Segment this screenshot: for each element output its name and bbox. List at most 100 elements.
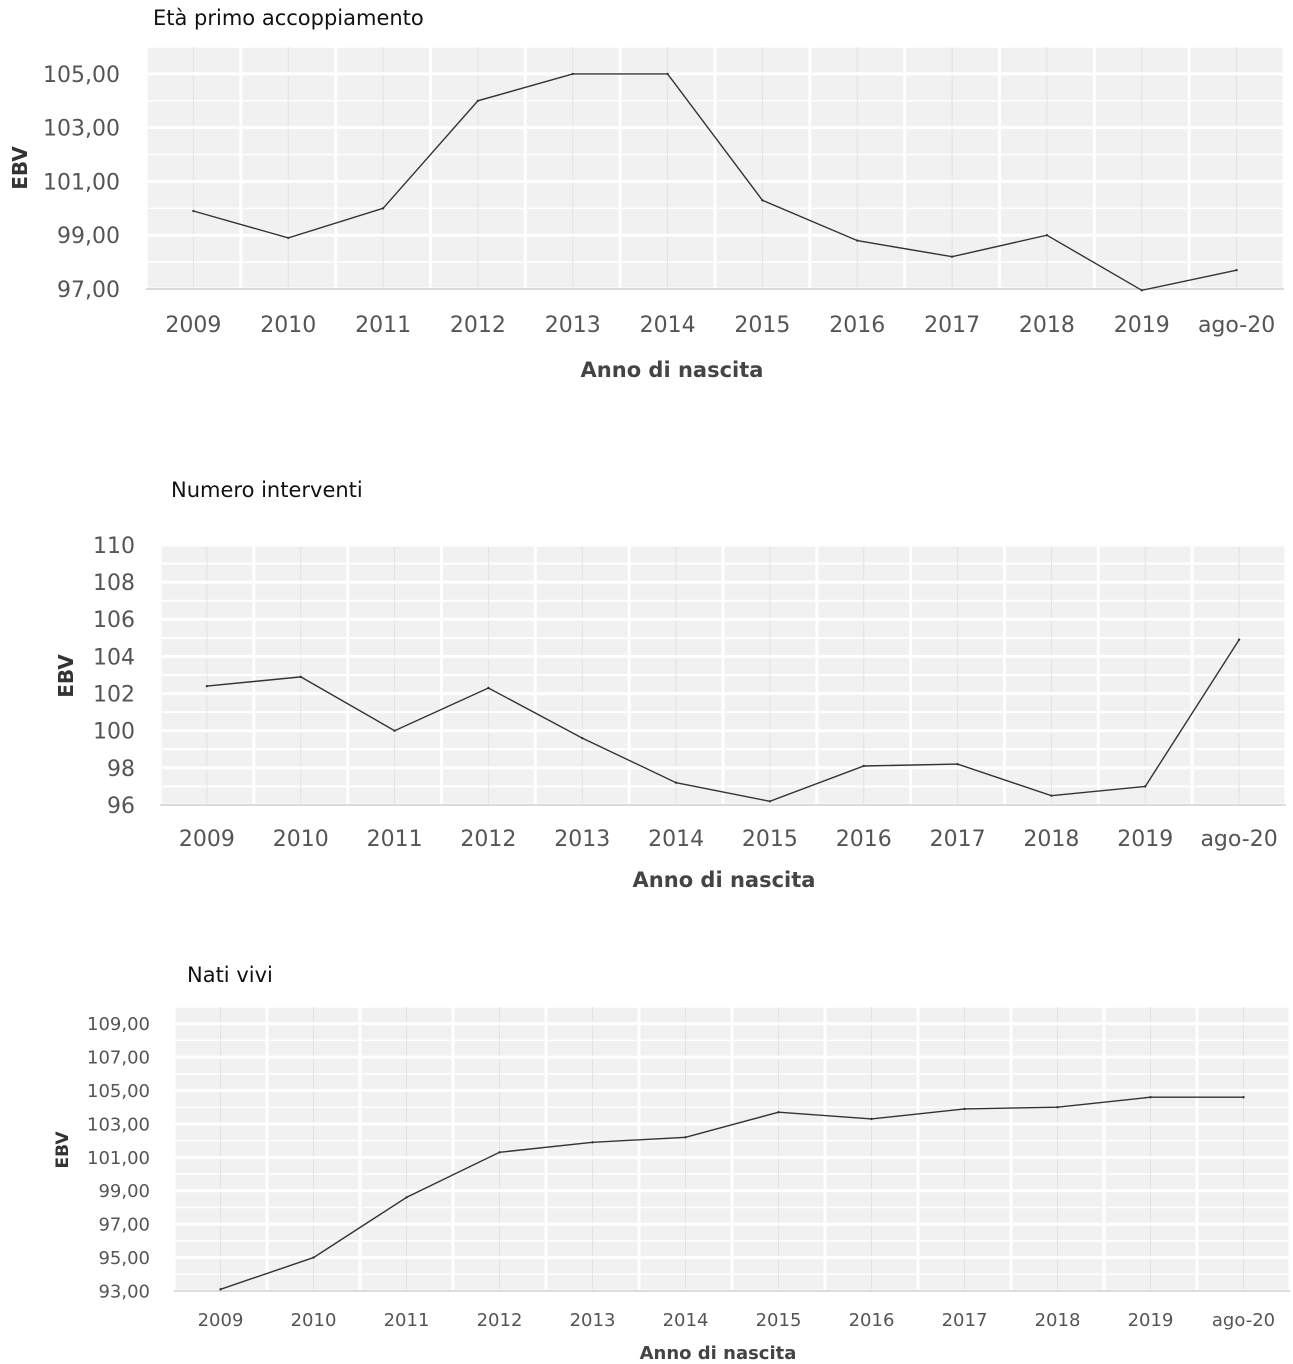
data-point xyxy=(674,781,678,784)
x-tick-label: ago-20 xyxy=(1212,1310,1275,1331)
y-tick-label: 110 xyxy=(93,534,135,559)
data-point xyxy=(1056,1106,1059,1109)
x-tick-label: 2010 xyxy=(260,313,316,338)
y-tick-label: 100 xyxy=(93,720,135,745)
x-tick-label: 2017 xyxy=(924,313,980,338)
chart-eta-primo-accoppiamento-plot: 105,00 103,00 101,00 99,00 97,00 2009 2010 2011… xyxy=(43,46,1286,338)
y-tick-label: 99,00 xyxy=(57,224,120,249)
chart-eta-primo-accoppiamento: 105,00 103,00 101,00 99,00 97,00 2009 2010 2011… xyxy=(0,0,1293,400)
data-point xyxy=(393,729,396,732)
x-axis-label: Anno di nascita xyxy=(639,1343,797,1364)
y-tick-label: 101,00 xyxy=(87,1148,150,1169)
data-point xyxy=(405,1196,408,1199)
x-tick-label: ago-20 xyxy=(1200,827,1277,852)
x-tick-label: 2009 xyxy=(165,313,221,338)
data-point xyxy=(777,1111,780,1114)
y-tick-label: 107,00 xyxy=(87,1048,150,1069)
x-tick-label: 2009 xyxy=(179,827,235,852)
x-tick-label: 2012 xyxy=(460,827,516,852)
x-tick-label: 2016 xyxy=(849,1310,895,1331)
y-tick-label: 103,00 xyxy=(87,1114,150,1135)
x-tick-label: 2011 xyxy=(384,1310,430,1331)
data-point xyxy=(487,686,490,690)
y-tick-label: 99,00 xyxy=(98,1181,150,1202)
data-point xyxy=(205,684,209,688)
data-point xyxy=(581,736,584,740)
data-point xyxy=(312,1256,315,1259)
chart-title: Numero interventi xyxy=(171,478,363,502)
x-tick-label: 2016 xyxy=(836,827,892,852)
y-tick-label: 103,00 xyxy=(43,117,120,142)
data-point xyxy=(684,1136,687,1139)
x-tick-label: 2013 xyxy=(570,1310,616,1331)
x-axis-label: Anno di nascita xyxy=(580,358,764,382)
y-tick-label: 105,00 xyxy=(43,63,120,88)
data-point xyxy=(1050,794,1053,797)
y-tick-label: 96 xyxy=(107,794,135,819)
y-tick-label: 93,00 xyxy=(98,1281,150,1302)
data-point xyxy=(950,255,954,258)
y-tick-label: 106 xyxy=(93,608,135,633)
data-point xyxy=(1235,268,1238,272)
x-tick-label: 2019 xyxy=(1114,313,1170,338)
x-axis-label: Anno di nascita xyxy=(632,868,816,892)
data-point xyxy=(1140,289,1143,292)
data-point xyxy=(761,199,764,202)
data-point xyxy=(299,675,302,679)
data-point xyxy=(571,72,574,76)
chart-numero-interventi-plot: 110 108 106 104 102 100 98 96 2009 2010 2011 2012 20… xyxy=(93,534,1288,852)
y-tick-label: 95,00 xyxy=(98,1248,150,1269)
x-tick-label: 2011 xyxy=(355,313,411,338)
x-tick-label: 2010 xyxy=(291,1310,337,1331)
data-point xyxy=(498,1151,501,1154)
series-line xyxy=(206,639,1240,803)
x-tick-label: 2017 xyxy=(930,827,986,852)
x-tick-label: 2016 xyxy=(829,313,885,338)
chart-nati-vivi-plot: 109,00 107,00 105,00 103,00 101,00 99,00 97,00… xyxy=(87,1006,1292,1331)
data-point xyxy=(287,236,290,240)
chart-numero-interventi: 110 108 106 104 102 100 98 96 2009 2010 2011 2012 20… xyxy=(0,470,1293,900)
x-tick-label: 2019 xyxy=(1117,827,1173,852)
y-tick-label: 101,00 xyxy=(43,170,120,195)
chart-title: Nati vivi xyxy=(187,963,273,987)
data-point xyxy=(956,762,959,766)
data-point xyxy=(768,800,772,803)
y-axis-label: EBV xyxy=(8,146,32,190)
data-point xyxy=(856,239,859,242)
x-tick-label: 2009 xyxy=(198,1310,244,1331)
series-line xyxy=(193,73,1237,292)
x-tick-label: 2014 xyxy=(648,827,704,852)
x-tick-label: 2015 xyxy=(756,1310,802,1331)
x-tick-label: 2013 xyxy=(545,313,601,338)
data-point xyxy=(870,1117,873,1121)
data-point xyxy=(666,72,669,76)
x-tick-label: 2013 xyxy=(554,827,610,852)
y-tick-label: 108 xyxy=(93,571,135,596)
y-axis-label: EBV xyxy=(53,1131,73,1169)
data-point xyxy=(1144,785,1147,788)
y-axis-label: EBV xyxy=(54,654,78,698)
chart-nati-vivi: 109,00 107,00 105,00 103,00 101,00 99,00 97,00… xyxy=(0,955,1293,1364)
data-point xyxy=(476,99,480,102)
y-tick-label: 97,00 xyxy=(98,1215,150,1236)
data-point xyxy=(591,1141,594,1144)
y-tick-label: 102 xyxy=(93,682,135,707)
data-point xyxy=(963,1107,966,1111)
x-tick-label: 2012 xyxy=(477,1310,523,1331)
x-tick-label: 2012 xyxy=(450,313,506,338)
x-tick-label: 2014 xyxy=(663,1310,709,1331)
x-tick-label: 2011 xyxy=(367,827,423,852)
x-tick-label: 2019 xyxy=(1128,1310,1174,1331)
y-tick-label: 98 xyxy=(107,757,135,782)
data-point xyxy=(192,209,195,213)
y-tick-label: 97,00 xyxy=(57,278,120,303)
data-point xyxy=(1045,234,1049,237)
data-point xyxy=(1149,1096,1152,1099)
x-tick-label: 2010 xyxy=(273,827,329,852)
data-point xyxy=(1242,1096,1245,1099)
x-tick-label: 2015 xyxy=(734,313,790,338)
data-point xyxy=(381,207,385,210)
data-point xyxy=(1237,638,1241,641)
x-tick-label: 2018 xyxy=(1035,1310,1081,1331)
x-tick-label: 2014 xyxy=(640,313,696,338)
